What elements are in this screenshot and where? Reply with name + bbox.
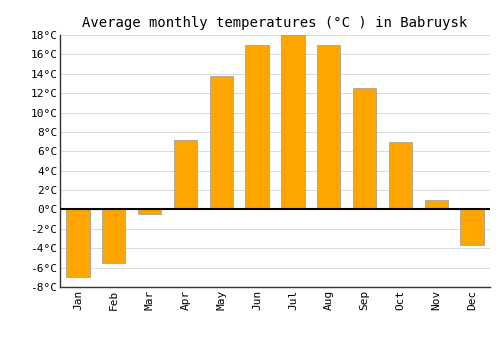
Bar — [210, 76, 233, 209]
Bar — [66, 209, 90, 277]
Bar — [317, 45, 340, 209]
Title: Average monthly temperatures (°C ) in Babruysk: Average monthly temperatures (°C ) in Ba… — [82, 16, 468, 30]
Bar — [174, 140, 197, 209]
Bar — [102, 209, 126, 263]
Bar — [389, 142, 412, 209]
Bar — [353, 88, 376, 209]
Bar — [424, 200, 448, 209]
Bar — [460, 209, 483, 245]
Bar — [282, 35, 304, 209]
Bar — [246, 45, 268, 209]
Bar — [138, 209, 161, 214]
